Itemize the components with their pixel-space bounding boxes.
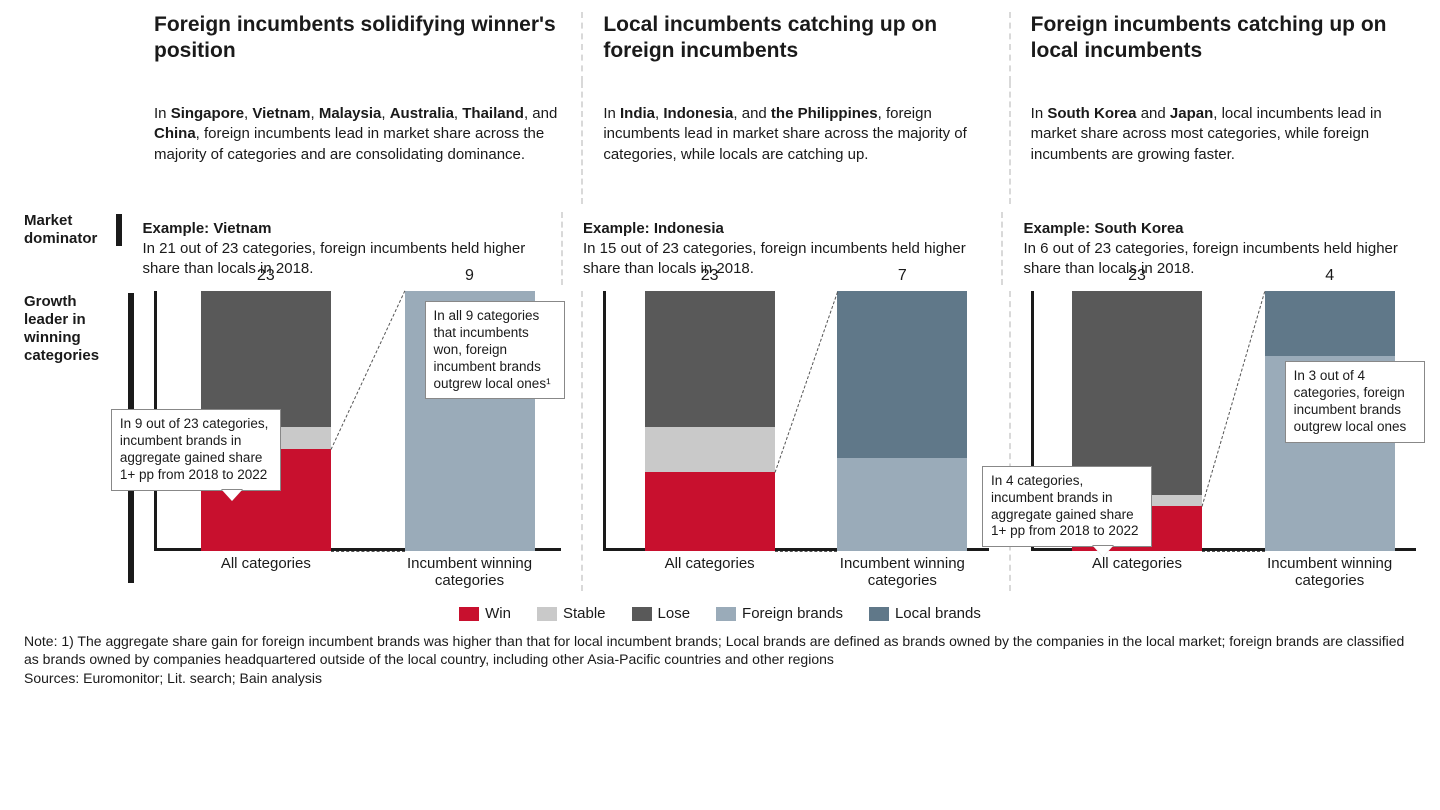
panel-desc: In India, Indonesia, and the Philippines… — [603, 104, 988, 204]
bar-segment-foreign — [837, 458, 967, 551]
legend-label: Stable — [563, 605, 606, 622]
bar-segment-local — [1265, 291, 1395, 356]
row-label-divider-icon — [116, 214, 122, 246]
legend-label: Win — [485, 605, 511, 622]
bar-total-label: 23 — [645, 267, 775, 285]
bar-segment-lose — [201, 291, 331, 427]
legend-item: Win — [459, 605, 511, 622]
x-axis-label: All categories — [623, 551, 796, 591]
panel-desc: In South Korea and Japan, local incumben… — [1031, 104, 1416, 204]
x-axis-label: Incumbent winning categories — [378, 551, 562, 591]
panel-desc: In Singapore, Vietnam, Malaysia, Austral… — [154, 104, 561, 204]
callout-right: In 3 out of 4 categories, foreign incumb… — [1285, 361, 1425, 443]
panel-title: Foreign incumbents catching up on local … — [1031, 12, 1416, 82]
footnote: Note: 1) The aggregate share gain for fo… — [24, 632, 1416, 668]
bar-segment-lose — [645, 291, 775, 427]
x-axis-label: All categories — [174, 551, 358, 591]
sources: Sources: Euromonitor; Lit. search; Bain … — [24, 670, 1416, 686]
bar-segment-win — [645, 472, 775, 551]
legend-label: Foreign brands — [742, 605, 843, 622]
legend-swatch-icon — [537, 607, 557, 621]
x-axis-label: All categories — [1051, 551, 1224, 591]
legend-swatch-icon — [632, 607, 652, 621]
legend-swatch-icon — [716, 607, 736, 621]
bar-total-label: 4 — [1265, 267, 1395, 285]
connector-line-icon — [1202, 551, 1265, 552]
example-label: Example: South Korea — [1023, 220, 1416, 237]
titles-row: Foreign incumbents solidifying winner's … — [24, 12, 1416, 82]
bar-segment-local — [837, 291, 967, 458]
legend-swatch-icon — [459, 607, 479, 621]
desc-row: In Singapore, Vietnam, Malaysia, Austral… — [24, 82, 1416, 204]
example-label: Example: Indonesia — [583, 220, 982, 237]
legend: Win Stable Lose Foreign brands Local brands — [24, 605, 1416, 622]
legend-swatch-icon — [869, 607, 889, 621]
bar-segment-lose — [1072, 291, 1202, 494]
row-label-growth-leader: Growth leader in winning categories — [24, 291, 128, 365]
panel-title: Local incumbents catching up on foreign … — [603, 12, 988, 82]
chart-row: Growth leader in winning categories 239A… — [24, 291, 1416, 591]
legend-item: Local brands — [869, 605, 981, 622]
chart-panel: 237 All categories Incumbent winning categ… — [603, 291, 988, 591]
example-label: Example: Vietnam — [142, 220, 541, 237]
row-label-market-dominator: Market dominator — [24, 212, 116, 248]
bar-total-label: 9 — [405, 267, 535, 285]
legend-item: Foreign brands — [716, 605, 843, 622]
bar-total-label: 7 — [837, 267, 967, 285]
x-axis-label: Incumbent winning categories — [1243, 551, 1416, 591]
callout-right: In all 9 categories that incumbents won,… — [425, 301, 565, 399]
stacked-bar: 23 — [645, 291, 775, 551]
panel-title: Foreign incumbents solidifying winner's … — [154, 12, 561, 82]
bar-total-label: 23 — [201, 267, 331, 285]
stacked-bar: 7 — [837, 291, 967, 551]
legend-item: Lose — [632, 605, 691, 622]
connector-line-icon — [331, 551, 405, 552]
connector-line-icon — [775, 551, 838, 552]
chart-panel: 234All categoriesIncumbent winning categ… — [1031, 291, 1416, 591]
legend-label: Local brands — [895, 605, 981, 622]
bar-total-label: 23 — [1072, 267, 1202, 285]
bar-segment-stable — [645, 427, 775, 472]
x-axis-label: Incumbent winning categories — [816, 551, 989, 591]
legend-item: Stable — [537, 605, 606, 622]
legend-label: Lose — [658, 605, 691, 622]
chart-panel: 239All categoriesIncumbent winning categ… — [154, 291, 561, 591]
callout-left: In 4 categories, incumbent brands in agg… — [982, 466, 1152, 548]
callout-left: In 9 out of 23 categories, incumbent bra… — [111, 409, 281, 491]
